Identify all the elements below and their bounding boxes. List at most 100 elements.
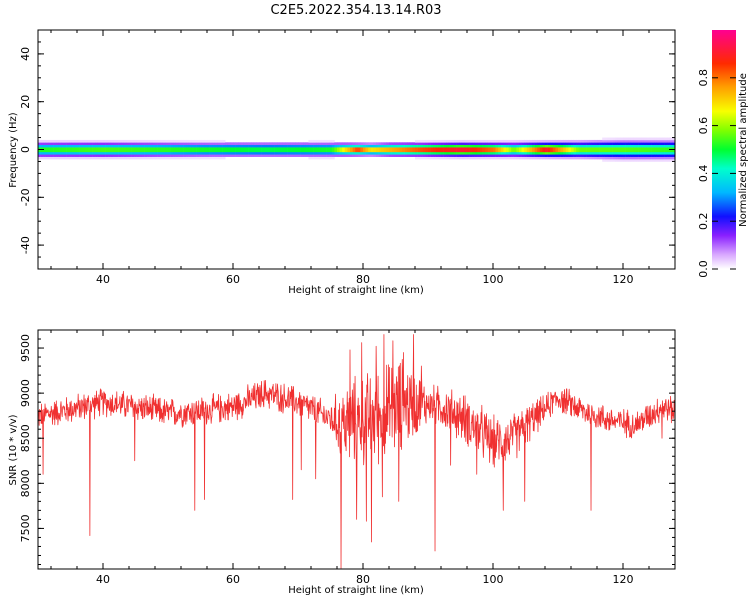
spectrogram-cell	[404, 147, 408, 150]
spectrogram-cell	[311, 156, 314, 160]
spectrogram-cell	[477, 139, 481, 143]
spectrogram-cell	[266, 142, 270, 146]
spectrogram-cell	[142, 139, 145, 143]
spectrogram-cell	[464, 151, 468, 155]
spectrogram-cell	[303, 147, 307, 150]
spectrogram-cell	[649, 154, 652, 157]
spectrogram-cell	[643, 147, 647, 150]
spectrogram-cell	[313, 144, 317, 148]
spectrogram-cell	[441, 149, 444, 153]
spectrogram-cell	[142, 142, 145, 146]
spectrogram-cell	[467, 139, 470, 143]
spectrogram-cell	[48, 154, 52, 157]
spectrogram-cell	[420, 139, 424, 143]
spectrogram-cell	[646, 144, 650, 148]
spectrogram-cell	[396, 147, 400, 150]
spectrogram-cell	[391, 142, 395, 146]
spectrogram-cell	[217, 142, 221, 146]
spectrogram-cell	[547, 154, 551, 157]
spectrogram-cell	[597, 142, 600, 146]
spectrogram-cell	[532, 142, 535, 146]
spectrogram-cell	[220, 156, 223, 160]
spectrogram-cell	[181, 154, 184, 157]
spectrogram-cell	[45, 154, 49, 157]
spectrogram-cell	[300, 149, 304, 153]
spectrogram-cell	[243, 149, 247, 153]
spectrogram-cell	[407, 149, 411, 153]
spectrogram-cell	[285, 144, 288, 148]
spectrogram-cell	[480, 139, 483, 143]
spectrogram-cell	[373, 144, 377, 148]
spectrogram-cell	[272, 144, 275, 148]
spectrogram-cell	[446, 154, 450, 157]
spectrogram-cell	[191, 139, 195, 143]
spectrogram-cell	[123, 156, 127, 160]
spectrogram-cell	[38, 149, 41, 153]
spectrogram-cell	[633, 159, 637, 162]
spectrogram-cell	[430, 142, 434, 146]
spectrogram-cell	[272, 147, 275, 150]
spectrogram-cell	[238, 147, 242, 150]
spectrogram-cell	[230, 147, 234, 150]
spectrogram-cell	[472, 147, 476, 150]
spectrogram-cell	[152, 154, 156, 157]
spectrogram-cell	[571, 156, 574, 160]
spectrogram-cell	[610, 151, 613, 155]
spectrogram-cell	[591, 149, 595, 153]
spectrogram-cell	[66, 144, 70, 148]
spectrogram-cell	[173, 139, 177, 143]
spectrogram-cell	[526, 151, 530, 155]
spectrogram-cell	[342, 147, 346, 150]
spectrogram-cell	[511, 144, 515, 148]
spectrogram-cell	[615, 139, 619, 143]
spectrogram-cell	[584, 156, 587, 160]
spectrogram-cell	[526, 149, 530, 153]
spectrogram-cell	[313, 139, 317, 143]
spectrogram-cell	[656, 142, 660, 146]
spectrogram-cell	[498, 144, 502, 148]
snr-y-axis-label: SNR (10 * v/v)	[8, 414, 19, 485]
spectrogram-cell	[526, 147, 530, 150]
spectrogram-cell	[316, 144, 320, 148]
spectrogram-cell	[389, 154, 392, 157]
spectrogram-cell	[196, 147, 200, 150]
spectrogram-cell	[623, 139, 626, 143]
spectrogram-cell	[662, 151, 665, 155]
spectrogram-cell	[428, 144, 431, 148]
spectrogram-cell	[407, 142, 411, 146]
spectrogram-cell	[199, 144, 203, 148]
spectrogram-cell	[537, 149, 541, 153]
spectrogram-cell	[220, 147, 223, 150]
spectrogram-cell	[337, 142, 340, 146]
spectrogram-cell	[586, 139, 590, 143]
spectrogram-cell	[495, 144, 499, 148]
spectrogram-cell	[342, 149, 346, 153]
spectrogram-cell	[480, 142, 483, 146]
spectrogram-cell	[477, 147, 481, 150]
spectrogram-cell	[248, 144, 252, 148]
spectrogram-cell	[181, 151, 184, 155]
spectrogram-cell	[110, 149, 114, 153]
spectrogram-cell	[45, 142, 49, 146]
spectrogram-cell	[506, 147, 509, 150]
spectrogram-cell	[448, 149, 452, 153]
spectrogram-cell	[227, 147, 231, 150]
spectrogram-cell	[292, 151, 296, 155]
spectrogram-cell	[646, 149, 650, 153]
spectrogram-cell	[643, 151, 647, 155]
spectrogram-cell	[40, 149, 44, 153]
spectrogram-cell	[636, 139, 639, 143]
spectrogram-cell	[628, 159, 632, 162]
spectrogram-cell	[584, 151, 587, 155]
spectrogram-cell	[295, 151, 299, 155]
spectrogram-cell	[165, 144, 169, 148]
spectrogram-cell	[355, 149, 359, 153]
spectrogram-cell	[521, 156, 525, 160]
spectrogram-cell	[615, 154, 619, 157]
spectrogram-cell	[326, 144, 330, 148]
spectrogram-cell	[649, 139, 652, 143]
spectrogram-cell	[428, 151, 431, 155]
spectrogram-cell	[79, 156, 83, 160]
spectrogram-cell	[446, 144, 450, 148]
spectrogram-cell	[243, 144, 247, 148]
